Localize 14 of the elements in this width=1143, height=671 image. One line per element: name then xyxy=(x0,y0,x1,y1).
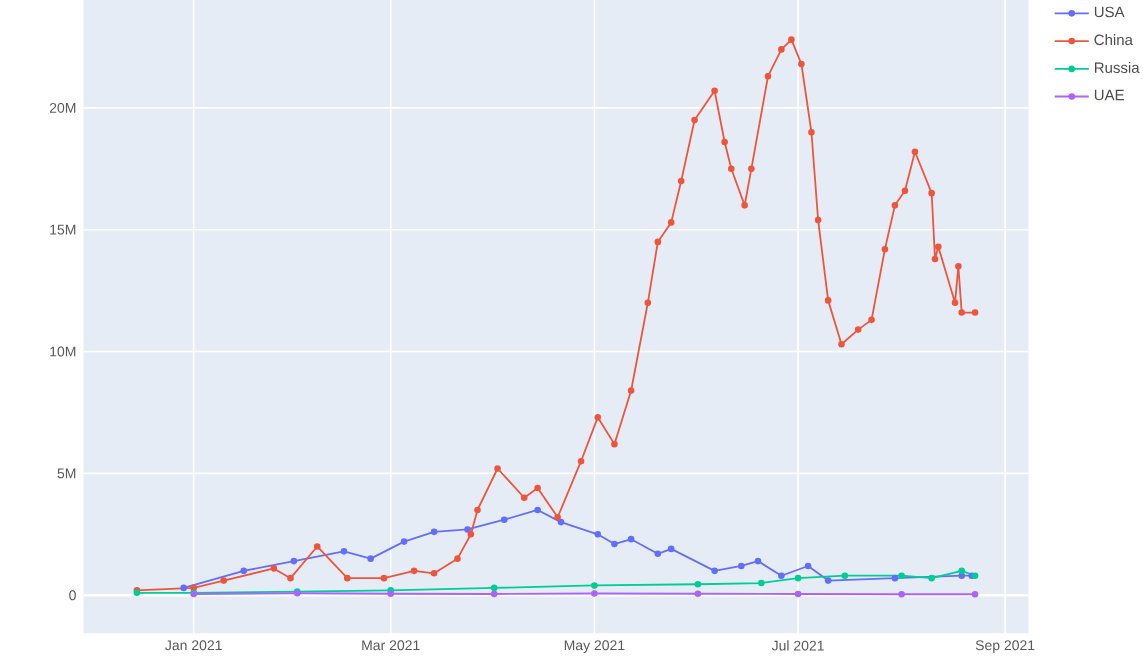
legend-label: UAE xyxy=(1094,89,1124,101)
legend-label: Russia xyxy=(1094,61,1140,73)
x-tick-label: Jul 2021 xyxy=(771,640,824,651)
y-tick-label: 5M xyxy=(57,468,76,479)
y-tick-label: 15M xyxy=(50,224,76,235)
x-tick-label: May 2021 xyxy=(564,640,625,653)
x-tick-label: Jan 2021 xyxy=(165,640,222,651)
x-tick-label: Mar 2021 xyxy=(362,640,420,651)
y-tick-label: 0 xyxy=(69,590,76,601)
y-tick-label: 10M xyxy=(50,346,76,357)
y-tick-label: 20M xyxy=(49,102,76,113)
legend-label: China xyxy=(1094,34,1133,46)
legend-label: USA xyxy=(1094,6,1125,18)
x-tick-label: Sep 2021 xyxy=(975,640,1035,653)
